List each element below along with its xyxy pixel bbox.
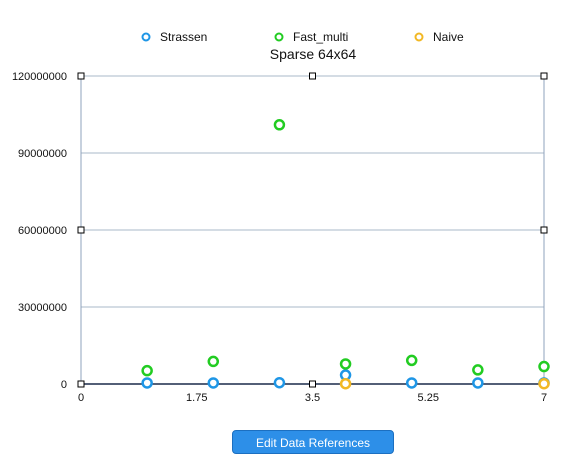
point-strassen-0 bbox=[141, 377, 153, 389]
y-tick-label: 90000000 bbox=[18, 148, 67, 160]
resize-handle-5[interactable] bbox=[77, 380, 85, 388]
resize-handle-4[interactable] bbox=[540, 226, 548, 234]
legend-label-naive: Naive bbox=[433, 30, 464, 44]
legend: Strassen Fast_multi Naive bbox=[141, 30, 464, 44]
x-axis-ticks: 0 1.75 3.5 5.25 7 bbox=[78, 392, 547, 404]
point-fast_multi-6 bbox=[538, 360, 550, 373]
point-naive-1 bbox=[538, 377, 550, 390]
point-fast_multi-3 bbox=[339, 358, 352, 370]
resize-handle-2[interactable] bbox=[540, 72, 548, 80]
chart-title: Sparse 64x64 bbox=[270, 46, 357, 62]
x-tick-label: 5.25 bbox=[418, 392, 439, 404]
point-strassen-1 bbox=[207, 377, 220, 389]
point-fast_multi-4 bbox=[405, 354, 418, 367]
scatter-chart: Strassen Fast_multi Naive Sparse 64x64 0 30… bbox=[12, 30, 550, 404]
x-tick-label: 1.75 bbox=[186, 392, 207, 404]
data-points bbox=[141, 119, 550, 390]
point-fast_multi-1 bbox=[207, 355, 220, 368]
legend-marker-naive bbox=[414, 32, 424, 42]
y-tick-label: 60000000 bbox=[18, 225, 67, 237]
x-tick-label: 0 bbox=[78, 392, 84, 404]
selection-handles[interactable] bbox=[77, 72, 548, 388]
resize-handle-6[interactable] bbox=[309, 380, 316, 388]
resize-handle-3[interactable] bbox=[77, 226, 85, 234]
edit-data-references-button[interactable]: Edit Data References bbox=[232, 430, 394, 454]
resize-handle-1[interactable] bbox=[309, 72, 316, 80]
legend-marker-strassen bbox=[141, 32, 151, 42]
legend-label-strassen: Strassen bbox=[160, 30, 207, 44]
x-tick-label: 7 bbox=[541, 392, 547, 404]
point-strassen-5 bbox=[472, 377, 484, 389]
y-tick-label: 120000000 bbox=[12, 71, 67, 83]
legend-label-fast_multi: Fast_multi bbox=[293, 30, 348, 44]
y-axis-ticks: 0 30000000 60000000 90000000 120000000 bbox=[12, 71, 67, 391]
x-tick-label: 3.5 bbox=[305, 392, 320, 404]
point-naive-0 bbox=[339, 377, 352, 390]
legend-marker-fast_multi bbox=[274, 32, 284, 42]
point-fast_multi-0 bbox=[141, 364, 153, 377]
point-strassen-4 bbox=[405, 377, 418, 389]
point-strassen-2 bbox=[273, 376, 286, 389]
point-fast_multi-5 bbox=[472, 364, 484, 376]
y-tick-label: 30000000 bbox=[18, 302, 67, 314]
point-fast_multi-2 bbox=[273, 119, 286, 131]
y-tick-label: 0 bbox=[61, 379, 67, 391]
grid bbox=[81, 75, 544, 385]
resize-handle-0[interactable] bbox=[77, 72, 85, 80]
